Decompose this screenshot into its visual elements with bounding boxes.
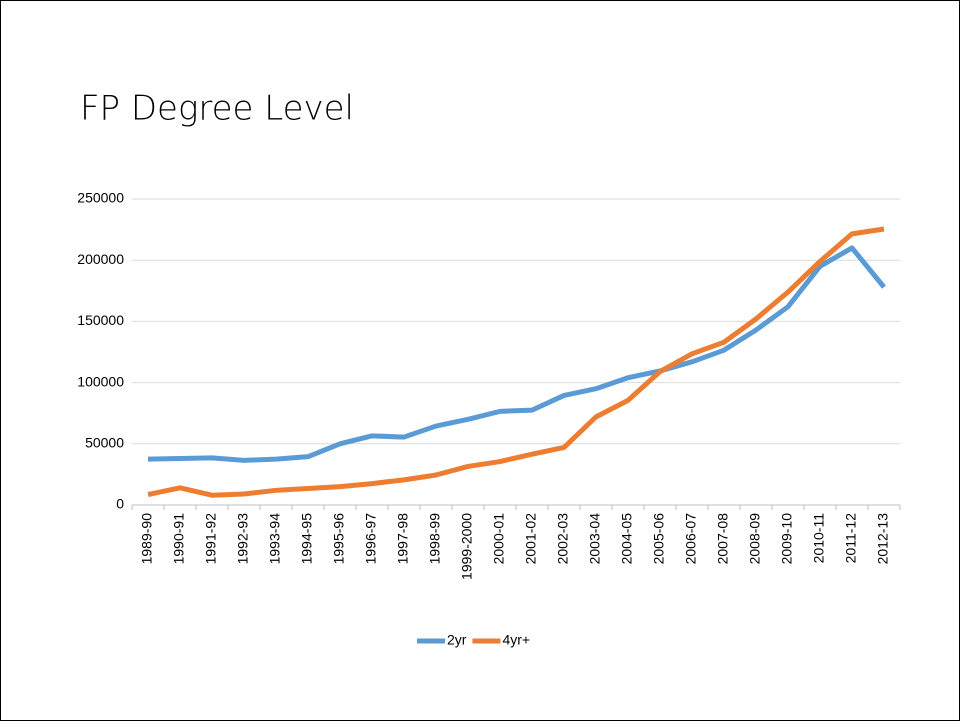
y-tick-label: 150000 <box>77 312 124 328</box>
x-tick-label: 1999-2000 <box>459 513 475 580</box>
y-tick-label: 200000 <box>77 251 124 267</box>
x-tick-label: 1993-94 <box>267 513 283 565</box>
x-tick-label: 1995-96 <box>331 513 347 565</box>
chart-title: FP Degree Level <box>80 89 354 129</box>
x-tick-label: 2012-13 <box>875 513 891 565</box>
line-series <box>147 245 886 463</box>
x-tick-label: 2004-05 <box>619 513 635 565</box>
x-tick-label: 2002-03 <box>555 513 571 565</box>
x-tick-label: 2005-06 <box>651 513 667 565</box>
x-tick-label: 2007-08 <box>715 513 731 565</box>
legend-label: 4yr+ <box>502 632 530 648</box>
x-tick-label: 1997-98 <box>395 513 411 565</box>
x-tick-label: 1994-95 <box>299 513 315 565</box>
x-tick-label: 1998-99 <box>427 513 443 565</box>
y-tick-label: 250000 <box>77 190 124 206</box>
x-tick-label: 2000-01 <box>491 513 507 565</box>
y-tick-label: 0 <box>116 496 124 512</box>
x-tick-label: 2011-12 <box>843 513 859 564</box>
x-tick-label: 1996-97 <box>363 513 379 565</box>
legend-label: 2yr <box>447 632 467 648</box>
line-series <box>147 226 885 498</box>
x-tick-label: 2008-09 <box>747 513 763 565</box>
x-tick-label: 1989-90 <box>139 513 155 565</box>
x-tick-label: 1991-92 <box>203 513 219 565</box>
y-tick-label: 100000 <box>77 373 124 389</box>
x-tick-label: 2001-02 <box>523 513 539 565</box>
x-tick-label: 2010-11 <box>811 513 827 564</box>
x-tick-label: 2003-04 <box>587 513 603 565</box>
x-tick-label: 1990-91 <box>171 513 187 565</box>
x-tick-label: 2006-07 <box>683 513 699 565</box>
y-tick-label: 50000 <box>85 435 124 451</box>
x-tick-label: 2009-10 <box>779 513 795 565</box>
x-tick-label: 1992-93 <box>235 513 251 565</box>
